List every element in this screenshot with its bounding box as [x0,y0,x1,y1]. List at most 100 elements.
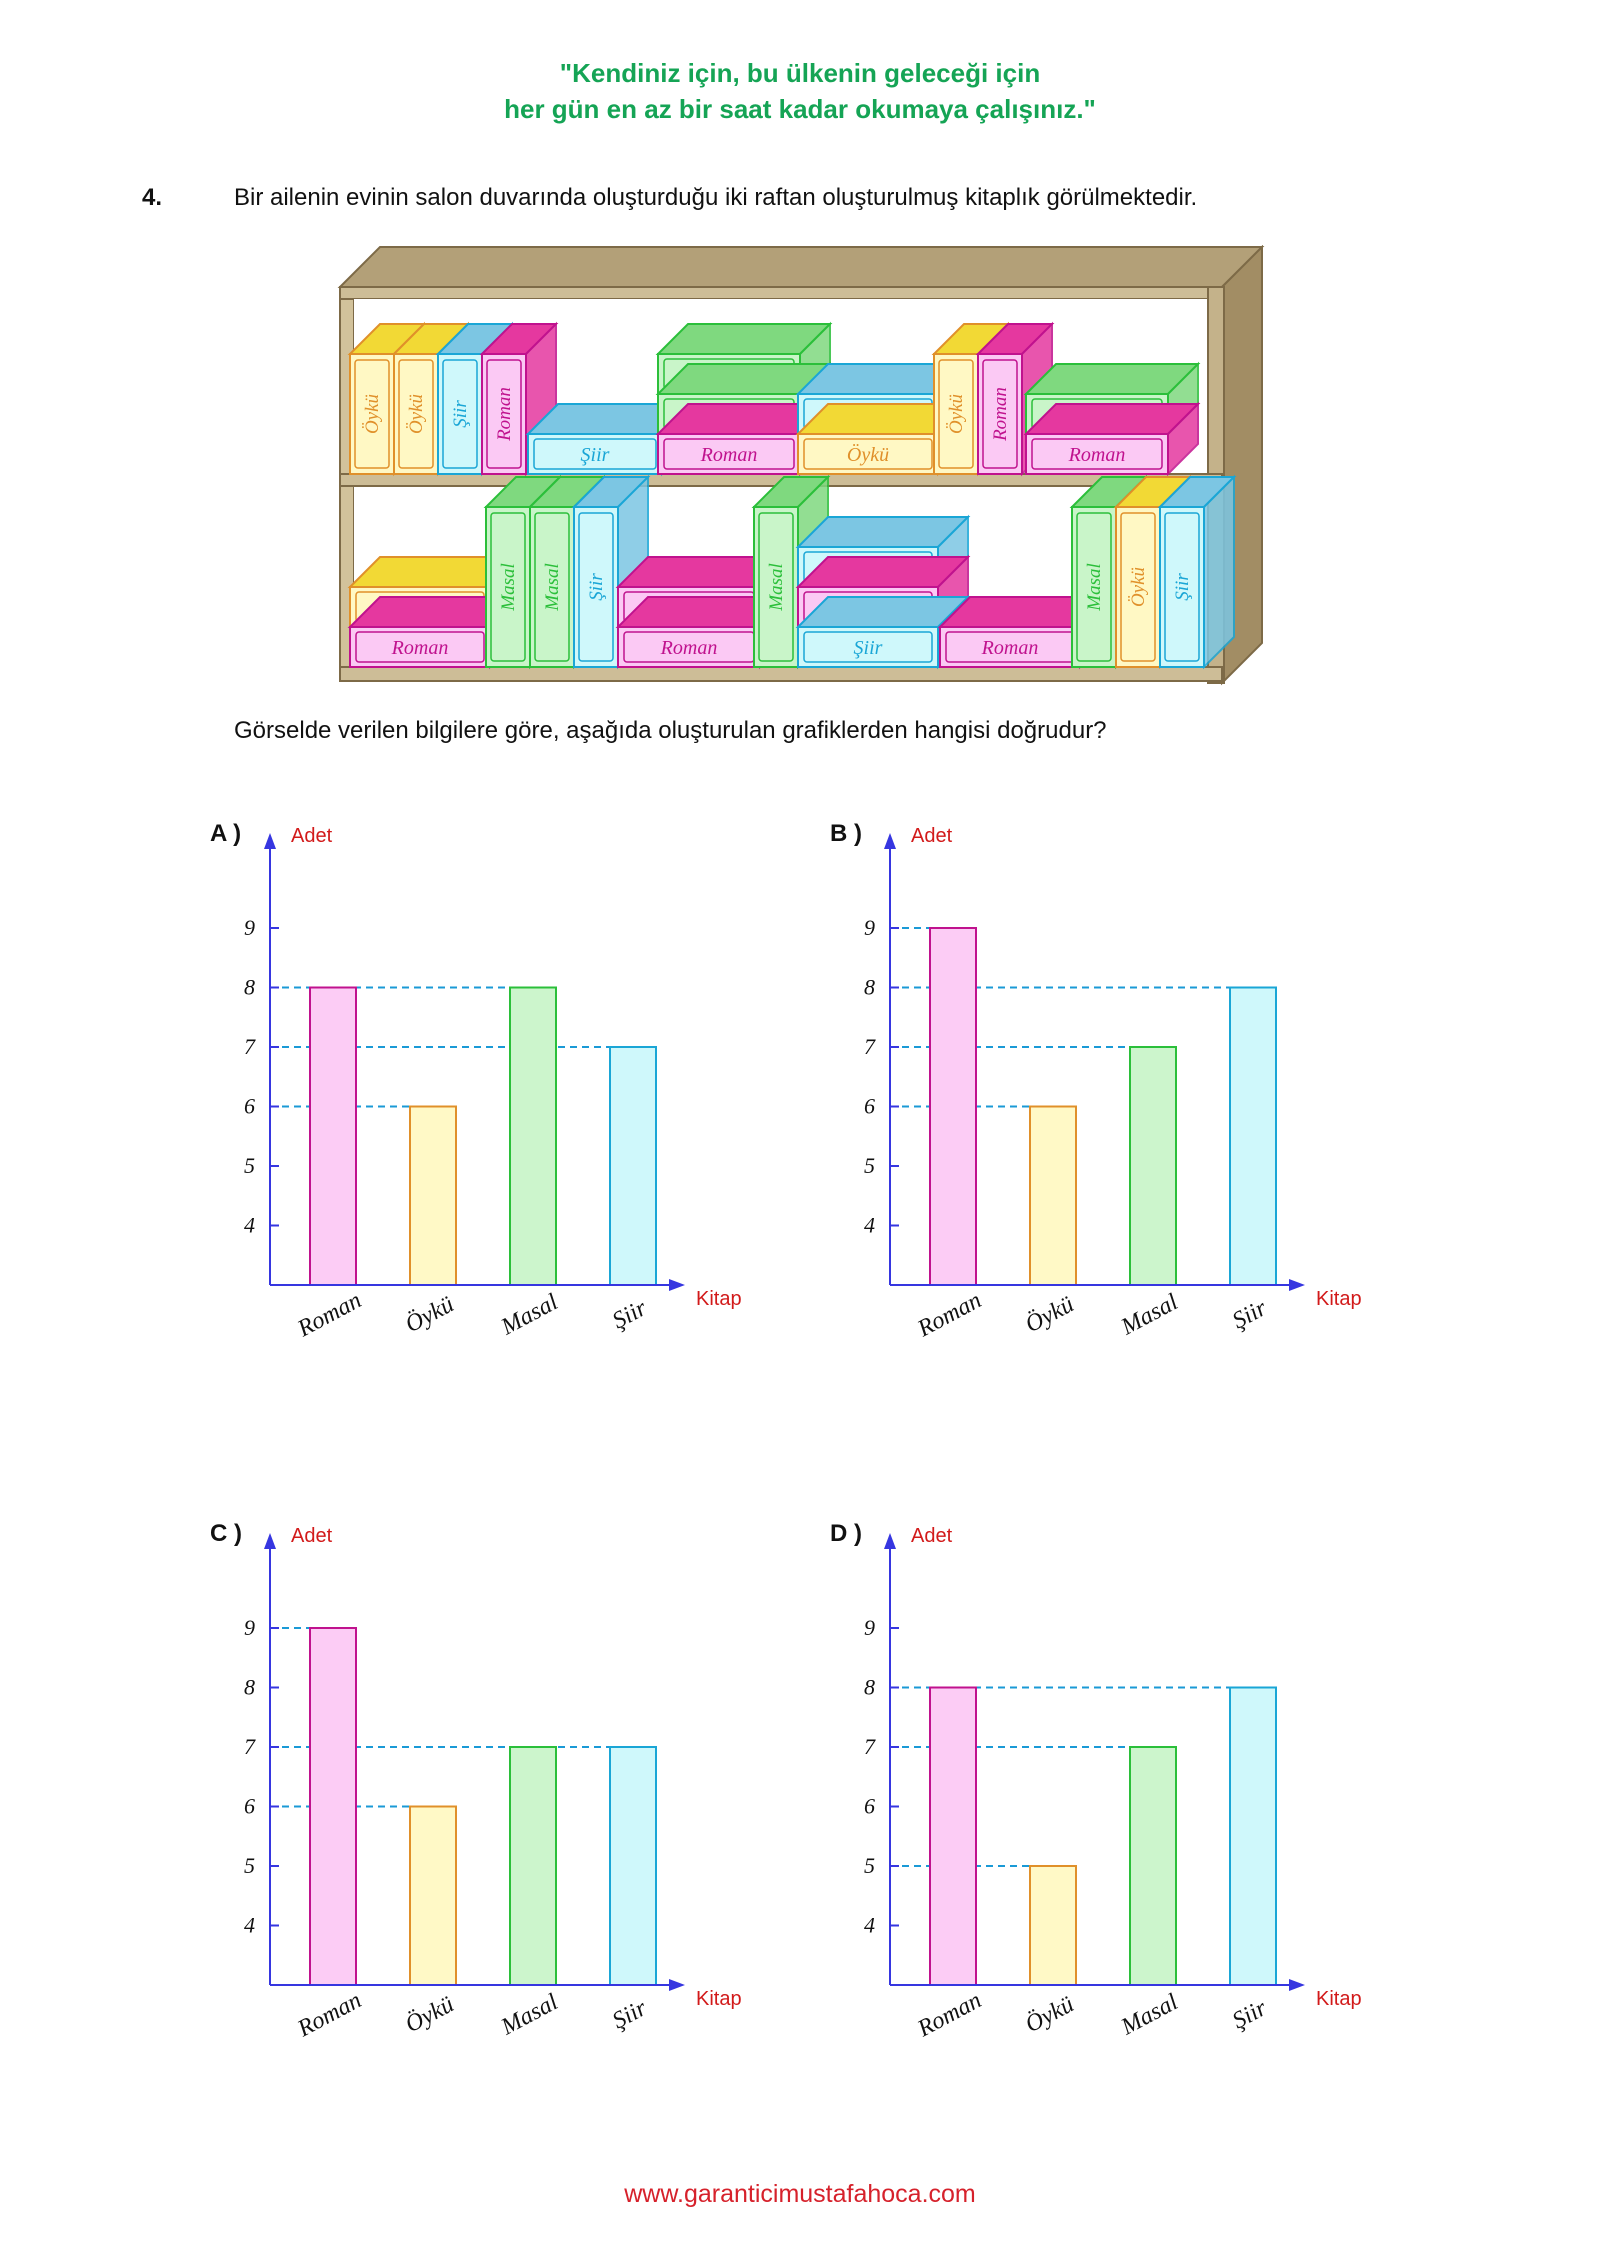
y-tick-label: 6 [244,1094,255,1119]
y-tick-label: 7 [244,1734,256,1759]
book-label: Roman [494,387,515,442]
book-label: Şiir [1172,573,1193,601]
x-axis-arrow [1289,1279,1305,1291]
shelf-bottom-board [339,666,1223,682]
bar-oyku [409,1805,457,1986]
book-label: Şiir [586,573,607,601]
book-front-face [797,626,939,668]
book [795,594,971,670]
book-label: Roman [700,444,758,466]
y-tick-label: 7 [864,1034,876,1059]
book-front-face [485,506,531,668]
x-axis-label: Kitap [1316,1288,1362,1310]
question-number: 4. [142,184,163,211]
bar-siir [609,1746,657,1986]
book-front-face [529,506,575,668]
book-spine-frame [398,359,434,469]
x-axis-arrow [1289,1979,1305,1991]
bookshelf-illustration: Öykü Öykü Şiir Roman Şiir Masal Masal Roman Şiir… [337,245,1265,686]
quote-line-1: "Kendiniz için, bu ülkenin geleceği için [559,58,1041,88]
x-axis-arrow [669,1279,685,1291]
book-label: Masal [766,563,787,612]
book-spine-frame [1120,512,1156,662]
question-prompt: Görselde verilen bilgilere göre, aşağıda… [234,717,1107,744]
book-front-face [481,353,527,475]
book-label: Masal [498,563,519,612]
book-spine-frame [355,631,485,663]
y-tick-label: 6 [244,1794,255,1819]
book-side-face [1203,474,1235,670]
y-tick-label: 4 [244,1913,255,1938]
book-label: Şiir [854,637,883,659]
book-spine-frame [663,438,795,470]
y-tick-label: 7 [244,1034,256,1059]
option-d-chart[interactable]: D ) Adet Kitap 4 5 6 7 8 9 Roman Öykü Masal Şiir [825,1505,1385,2065]
x-axis-label: Kitap [696,1288,742,1310]
book-label: Öykü [406,394,427,434]
bar-roman [309,1627,357,1986]
book-front-face [657,433,801,475]
option-b-chart[interactable]: B ) Adet Kitap 4 5 6 7 8 9 Roman Öykü Masal Şiir [825,805,1385,1365]
shelf-top-board [337,246,1265,288]
bar-oyku [409,1105,457,1286]
book-spine-frame [1164,512,1200,662]
book-front-face [437,353,483,475]
option-a-chart[interactable]: A ) Adet Kitap 4 5 6 7 8 9 Roman Öykü Masal Şiir [205,805,765,1365]
bar-siir [1229,1686,1277,1986]
book-front-face [1025,433,1169,475]
y-axis-arrow [884,1533,896,1549]
category-label-roman: Roman [913,1987,986,2042]
book-spine-frame [803,631,933,663]
y-tick-label: 9 [864,1615,875,1640]
y-tick-label: 8 [864,975,875,1000]
bar-oyku [1029,1865,1077,1986]
y-axis-label: Adet [911,1525,953,1547]
book-label: Roman [660,637,718,659]
book-spine-frame [490,512,526,662]
x-axis-label: Kitap [696,1988,742,2010]
book-spine-frame [534,512,570,662]
bar-roman [309,986,357,1286]
category-label-masal: Masal [496,1989,562,2041]
book-spine-frame [354,359,390,469]
book-front-face [1159,506,1205,668]
book-label: Öykü [946,394,967,434]
category-label-siir: Şiir [608,1995,651,2035]
y-tick-label: 6 [864,1094,875,1119]
book [1023,401,1201,477]
book-front-face [349,626,491,668]
book-front-face [617,626,761,668]
bar-roman [929,927,977,1286]
book-label: Öykü [1128,567,1149,607]
y-tick-label: 4 [864,1913,875,1938]
book-spine-frame [578,512,614,662]
book-label: Şiir [581,444,610,466]
category-label-oyku: Öykü [401,1291,458,1338]
category-label-masal: Masal [496,1289,562,1341]
bar-siir [609,1046,657,1286]
category-label-masal: Masal [1116,1289,1182,1341]
book-spine-frame [486,359,522,469]
book-front-face [393,353,439,475]
book-label: Öykü [362,394,383,434]
category-label-roman: Roman [293,1987,366,2042]
y-axis-label: Adet [911,825,953,847]
bar-masal [509,1746,557,1986]
y-axis-arrow [264,1533,276,1549]
y-tick-label: 8 [864,1675,875,1700]
y-tick-label: 5 [864,1153,875,1178]
book-label: Masal [1084,563,1105,612]
y-tick-label: 9 [244,1615,255,1640]
y-tick-label: 6 [864,1794,875,1819]
book-front-face [797,433,939,475]
shelf-top-front [339,286,1223,300]
y-tick-label: 5 [244,1853,255,1878]
bar-masal [509,986,557,1286]
option-c-chart[interactable]: C ) Adet Kitap 4 5 6 7 8 9 Roman Öykü Masal Şiir [205,1505,765,2065]
book-front-face [977,353,1023,475]
y-axis-label: Adet [291,825,333,847]
footer-url[interactable]: www.garanticimustafahoca.com [624,2180,976,2208]
category-label-masal: Masal [1116,1989,1182,2041]
option-letter: B ) [830,820,862,847]
book-spine-frame [803,438,933,470]
